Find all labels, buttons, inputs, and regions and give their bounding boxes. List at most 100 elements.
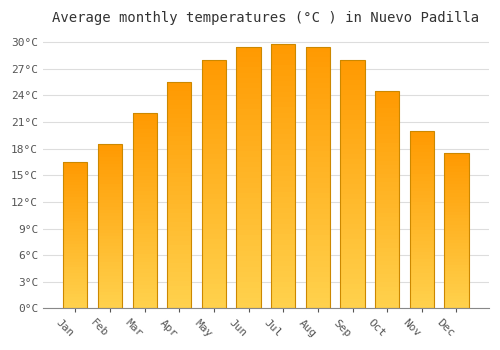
- Bar: [236, 115, 260, 120]
- Bar: [410, 163, 434, 166]
- Bar: [167, 290, 192, 295]
- Bar: [236, 94, 260, 99]
- Bar: [306, 251, 330, 256]
- Bar: [132, 246, 157, 250]
- Bar: [306, 146, 330, 151]
- Bar: [63, 200, 88, 203]
- Bar: [167, 259, 192, 263]
- Bar: [444, 159, 468, 162]
- Bar: [167, 277, 192, 281]
- Bar: [63, 294, 88, 297]
- Bar: [167, 272, 192, 277]
- Bar: [202, 174, 226, 179]
- Bar: [271, 76, 295, 81]
- Bar: [306, 193, 330, 198]
- Bar: [202, 209, 226, 214]
- Bar: [98, 282, 122, 286]
- Bar: [306, 277, 330, 282]
- Bar: [444, 228, 468, 231]
- Bar: [98, 144, 122, 147]
- Bar: [410, 270, 434, 273]
- Bar: [410, 181, 434, 184]
- Bar: [271, 261, 295, 266]
- Bar: [98, 269, 122, 272]
- Bar: [375, 134, 400, 139]
- Bar: [340, 139, 364, 145]
- Bar: [98, 210, 122, 213]
- Bar: [202, 294, 226, 299]
- Bar: [236, 52, 260, 57]
- Bar: [167, 227, 192, 231]
- Bar: [132, 281, 157, 285]
- Bar: [98, 272, 122, 275]
- Bar: [236, 256, 260, 261]
- Bar: [306, 219, 330, 225]
- Bar: [132, 133, 157, 136]
- Bar: [236, 225, 260, 230]
- Bar: [98, 253, 122, 256]
- Bar: [271, 44, 295, 308]
- Bar: [375, 147, 400, 152]
- Bar: [340, 289, 364, 294]
- Bar: [167, 200, 192, 204]
- Bar: [63, 191, 88, 194]
- Bar: [410, 255, 434, 259]
- Bar: [271, 70, 295, 76]
- Bar: [340, 299, 364, 303]
- Bar: [236, 151, 260, 156]
- Bar: [306, 156, 330, 162]
- Bar: [444, 231, 468, 234]
- Bar: [98, 213, 122, 217]
- Bar: [63, 259, 88, 261]
- Bar: [444, 225, 468, 228]
- Bar: [98, 302, 122, 305]
- Bar: [98, 305, 122, 308]
- Bar: [410, 280, 434, 284]
- Bar: [132, 140, 157, 145]
- Bar: [340, 125, 364, 130]
- Bar: [306, 141, 330, 146]
- Bar: [375, 182, 400, 187]
- Bar: [132, 238, 157, 242]
- Bar: [132, 219, 157, 223]
- Bar: [444, 218, 468, 222]
- Bar: [306, 52, 330, 57]
- Bar: [202, 114, 226, 120]
- Bar: [271, 181, 295, 187]
- Bar: [340, 184, 364, 189]
- Bar: [375, 174, 400, 178]
- Bar: [410, 223, 434, 227]
- Bar: [63, 238, 88, 241]
- Bar: [202, 75, 226, 80]
- Bar: [340, 130, 364, 134]
- Bar: [306, 267, 330, 272]
- Bar: [375, 282, 400, 287]
- Bar: [202, 224, 226, 229]
- Bar: [63, 168, 88, 171]
- Bar: [271, 97, 295, 102]
- Bar: [444, 268, 468, 271]
- Bar: [375, 143, 400, 147]
- Bar: [98, 154, 122, 158]
- Bar: [167, 218, 192, 223]
- Bar: [236, 47, 260, 52]
- Bar: [132, 293, 157, 297]
- Bar: [444, 190, 468, 194]
- Bar: [63, 232, 88, 235]
- Bar: [410, 195, 434, 198]
- Bar: [167, 223, 192, 227]
- Bar: [202, 80, 226, 85]
- Bar: [444, 246, 468, 250]
- Bar: [132, 273, 157, 277]
- Bar: [306, 151, 330, 156]
- Bar: [202, 184, 226, 189]
- Bar: [444, 302, 468, 305]
- Bar: [375, 278, 400, 282]
- Bar: [340, 234, 364, 239]
- Bar: [236, 110, 260, 115]
- Bar: [444, 153, 468, 308]
- Bar: [410, 188, 434, 191]
- Bar: [63, 300, 88, 303]
- Bar: [375, 95, 400, 100]
- Bar: [375, 204, 400, 208]
